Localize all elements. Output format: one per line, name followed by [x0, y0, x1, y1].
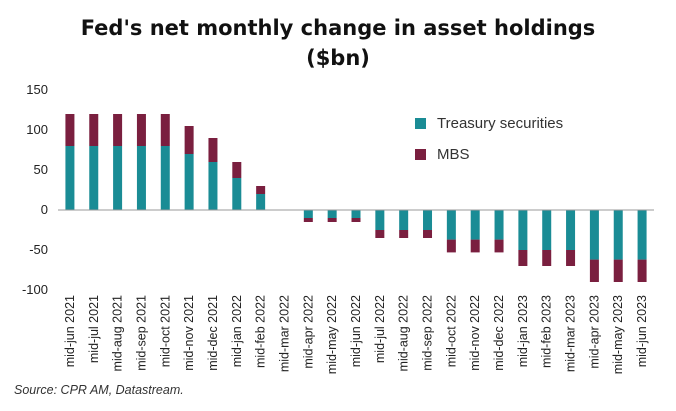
bar-mbs [232, 162, 242, 178]
bar-mbs [351, 218, 361, 222]
bar-treasury [184, 154, 194, 210]
x-tick-label: mid-jul 2021 [87, 295, 101, 363]
bar-mbs [446, 239, 456, 253]
bar-treasury [113, 146, 123, 210]
x-tick-label: mid-feb 2023 [540, 295, 554, 368]
x-tick-label: mid-jul 2022 [373, 295, 387, 363]
x-tick-label: mid-oct 2021 [158, 295, 172, 367]
legend-label-treasury: Treasury securities [437, 115, 563, 132]
y-tick-label: 150 [26, 82, 48, 97]
bar-mbs [136, 114, 146, 146]
y-tick-label: -50 [29, 242, 48, 257]
bar-mbs [518, 250, 528, 266]
x-tick-label: mid-sep 2021 [134, 295, 148, 371]
bar-mbs [113, 114, 123, 146]
bar-treasury [232, 178, 242, 210]
legend-swatch-mbs [415, 149, 426, 160]
bar-treasury [566, 210, 576, 250]
bar-mbs [589, 259, 599, 282]
bar-treasury [542, 210, 552, 250]
bar-treasury [518, 210, 528, 250]
bar-treasury [494, 210, 504, 240]
x-tick-label: mid-apr 2023 [587, 295, 601, 369]
x-tick-label: mid-aug 2021 [111, 295, 125, 371]
x-tick-label: mid-may 2023 [611, 295, 625, 374]
x-tick-label: mid-dec 2021 [206, 295, 220, 371]
x-tick-label: mid-jan 2023 [516, 295, 530, 367]
bar-treasury [637, 210, 647, 260]
bar-treasury [351, 210, 361, 218]
x-tick-label: mid-nov 2022 [468, 295, 482, 371]
bar-treasury [256, 194, 266, 210]
bar-treasury [446, 210, 456, 240]
x-tick-label: mid-jan 2022 [230, 295, 244, 367]
bar-mbs [494, 239, 504, 253]
bar-treasury [208, 162, 218, 210]
y-tick-label: 0 [41, 202, 48, 217]
bar-mbs [423, 230, 433, 238]
bar-mbs [303, 218, 313, 222]
x-tick-label: mid-jun 2022 [349, 295, 363, 367]
bar-treasury [89, 146, 99, 210]
x-tick-label: mid-apr 2022 [301, 295, 315, 369]
x-tick-label: mid-mar 2023 [564, 295, 578, 372]
x-tick-label: mid-mar 2022 [277, 295, 291, 372]
bar-mbs [613, 259, 623, 282]
x-tick-label: mid-dec 2022 [492, 295, 506, 371]
bar-treasury [160, 146, 170, 210]
bar-treasury [470, 210, 480, 240]
bar-treasury [136, 146, 146, 210]
bar-mbs [566, 250, 576, 266]
bar-mbs [375, 230, 385, 238]
legend-label-mbs: MBS [437, 146, 470, 163]
x-tick-label: mid-feb 2022 [254, 295, 268, 368]
bar-treasury [327, 210, 337, 218]
chart-title: Fed's net monthly change in asset holdin… [80, 16, 596, 40]
bar-mbs [256, 186, 266, 194]
bar-treasury [613, 210, 623, 260]
bar-mbs [637, 259, 647, 282]
y-tick-label: 100 [26, 122, 48, 137]
bar-mbs [89, 114, 99, 146]
source-note: Source: CPR AM, Datastream. [14, 383, 184, 397]
bar-mbs [470, 239, 480, 253]
bar-mbs [65, 114, 75, 146]
chart-subtitle: ($bn) [306, 46, 370, 70]
x-tick-label: mid-oct 2022 [444, 295, 458, 367]
bar-mbs [208, 138, 218, 162]
bar-mbs [160, 114, 170, 146]
y-tick-label: 50 [34, 162, 48, 177]
bar-treasury [423, 210, 433, 230]
legend-swatch-treasury [415, 118, 426, 129]
bar-mbs [399, 230, 409, 238]
x-tick-label: mid-jun 2023 [635, 295, 649, 367]
x-tick-label: mid-aug 2022 [397, 295, 411, 371]
bar-treasury [399, 210, 409, 230]
x-tick-label: mid-jun 2021 [63, 295, 77, 367]
x-tick-label: mid-may 2022 [325, 295, 339, 374]
bar-treasury [65, 146, 75, 210]
bar-treasury [303, 210, 313, 218]
x-tick-label: mid-nov 2021 [182, 295, 196, 371]
bar-treasury [589, 210, 599, 260]
bar-treasury [375, 210, 385, 230]
bar-mbs [184, 126, 194, 154]
x-tick-label: mid-sep 2022 [421, 295, 435, 371]
y-tick-label: -100 [22, 282, 48, 297]
bar-mbs [327, 218, 337, 222]
bar-mbs [542, 250, 552, 266]
